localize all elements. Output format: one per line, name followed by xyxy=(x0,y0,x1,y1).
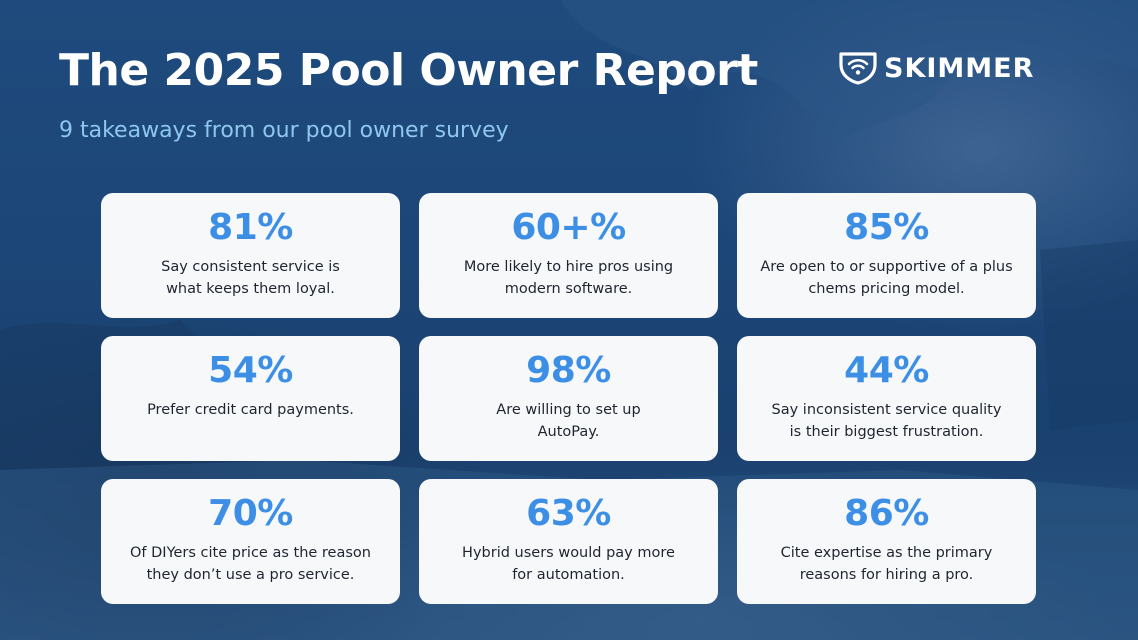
takeaway-description: Say consistent service is what keeps them… xyxy=(116,257,386,301)
takeaway-description-line: AutoPay. xyxy=(537,424,600,441)
takeaway-stat: 86% xyxy=(844,493,929,534)
takeaway-description: Are open to or supportive of a plus chems… xyxy=(752,257,1022,301)
takeaway-card: 86% Cite expertise as the primary reasons … xyxy=(737,479,1036,604)
page-title: The 2025 Pool Owner Report xyxy=(59,45,758,96)
takeaway-stat: 44% xyxy=(844,350,929,391)
takeaway-stat: 98% xyxy=(526,350,611,391)
takeaway-description-line: is their biggest frustration. xyxy=(789,424,984,441)
takeaway-description-line: Prefer credit card payments. xyxy=(147,402,354,419)
takeaway-description: Are willing to set up AutoPay. xyxy=(434,400,704,444)
takeaway-card: 98% Are willing to set up AutoPay. xyxy=(419,336,718,461)
takeaway-description-line: Say inconsistent service quality xyxy=(771,402,1002,419)
takeaway-card: 70% Of DIYers cite price as the reason the… xyxy=(101,479,400,604)
takeaway-stat: 60+% xyxy=(511,207,626,248)
takeaway-description-line: for automation. xyxy=(512,567,625,584)
takeaway-card: 60+% More likely to hire pros using modern… xyxy=(419,193,718,318)
takeaway-card: 85% Are open to or supportive of a plus ch… xyxy=(737,193,1036,318)
takeaway-stat: 85% xyxy=(844,207,929,248)
takeaway-description-line: Are open to or supportive of a plus xyxy=(760,259,1013,276)
takeaway-description-line: reasons for hiring a pro. xyxy=(799,567,974,584)
takeaway-stat: 81% xyxy=(208,207,293,248)
takeaway-description: Say inconsistent service quality is their… xyxy=(752,400,1022,444)
takeaway-description-line: Hybrid users would pay more xyxy=(462,545,675,562)
skimmer-wifi-shield-icon xyxy=(839,52,877,85)
takeaway-description-line: Say consistent service is xyxy=(161,259,340,276)
takeaway-description-line: they don’t use a pro service. xyxy=(146,567,355,584)
takeaway-card: 54% Prefer credit card payments. xyxy=(101,336,400,461)
takeaway-description: Of DIYers cite price as the reason they d… xyxy=(116,543,386,587)
takeaway-stat: 63% xyxy=(526,493,611,534)
takeaways-grid: 81% Say consistent service is what keeps t… xyxy=(101,193,1036,604)
takeaway-description-line: More likely to hire pros using xyxy=(463,259,674,276)
takeaway-stat: 54% xyxy=(208,350,293,391)
takeaway-description: Prefer credit card payments. xyxy=(116,400,386,422)
takeaway-card: 44% Say inconsistent service quality is th… xyxy=(737,336,1036,461)
takeaway-description-line: chems pricing model. xyxy=(808,281,965,298)
takeaway-description-line: modern software. xyxy=(504,281,633,298)
takeaway-stat: 70% xyxy=(208,493,293,534)
takeaway-description-line: Of DIYers cite price as the reason xyxy=(130,545,371,562)
takeaway-description-line: Cite expertise as the primary xyxy=(780,545,993,562)
takeaway-card: 63% Hybrid users would pay more for automa… xyxy=(419,479,718,604)
page-subtitle: 9 takeaways from our pool owner survey xyxy=(59,118,509,143)
skimmer-logo: SKIMMER xyxy=(838,50,1034,86)
takeaway-description: Cite expertise as the primary reasons for… xyxy=(752,543,1022,587)
takeaway-description-line: what keeps them loyal. xyxy=(166,281,335,298)
takeaway-card: 81% Say consistent service is what keeps t… xyxy=(101,193,400,318)
takeaway-description-line: Are willing to set up xyxy=(496,402,641,419)
takeaway-description: Hybrid users would pay more for automatio… xyxy=(434,543,704,587)
logo-wordmark: SKIMMER xyxy=(884,52,1035,84)
takeaway-description: More likely to hire pros using modern sof… xyxy=(434,257,704,301)
